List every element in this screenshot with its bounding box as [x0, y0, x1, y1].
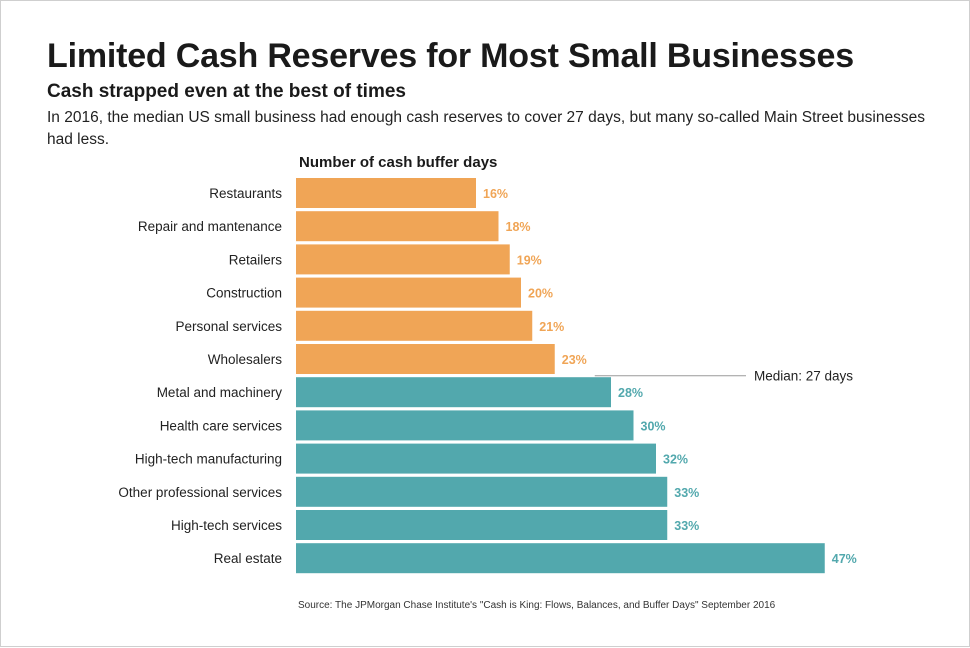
- bar: [296, 543, 825, 574]
- bar: [296, 443, 656, 474]
- category-label: High-tech services: [171, 518, 282, 533]
- value-label: 21%: [539, 320, 564, 334]
- category-label: Other professional services: [118, 485, 282, 500]
- value-label: 16%: [483, 187, 508, 201]
- value-label: 18%: [506, 220, 531, 234]
- axis-title: Number of cash buffer days: [299, 154, 498, 171]
- bar: [296, 244, 510, 275]
- category-label: Real estate: [214, 551, 282, 566]
- category-label: Construction: [206, 286, 282, 301]
- category-label: Wholesalers: [208, 352, 283, 367]
- value-label: 28%: [618, 386, 643, 400]
- chart-subtitle: Cash strapped even at the best of times: [47, 81, 406, 102]
- bar: [296, 510, 668, 540]
- value-label: 33%: [674, 519, 699, 533]
- value-label: 19%: [517, 253, 542, 267]
- category-label: High-tech manufacturing: [135, 452, 282, 467]
- value-label: 47%: [832, 552, 857, 566]
- category-label: Metal and machinery: [157, 385, 283, 400]
- bar: [296, 211, 499, 242]
- value-label: 30%: [641, 419, 666, 433]
- category-label: Retailers: [229, 252, 283, 267]
- bar: [296, 178, 476, 208]
- bar: [296, 310, 533, 341]
- category-label: Restaurants: [209, 186, 282, 201]
- bar: [296, 476, 668, 507]
- value-label: 32%: [663, 453, 688, 467]
- bar: [296, 410, 634, 441]
- chart-title: Limited Cash Reserves for Most Small Bus…: [47, 37, 854, 75]
- median-label: Median: 27 days: [754, 369, 853, 384]
- bar: [296, 277, 521, 308]
- category-label: Health care services: [160, 418, 283, 433]
- source-note: Source: The JPMorgan Chase Institute's "…: [298, 600, 776, 611]
- value-label: 20%: [528, 287, 553, 301]
- value-label: 33%: [674, 486, 699, 500]
- bar: [296, 377, 611, 408]
- bar: [296, 344, 555, 374]
- chart-description: In 2016, the median US small business ha…: [47, 109, 925, 148]
- category-label: Repair and mantenance: [138, 219, 282, 234]
- category-label: Personal services: [175, 319, 282, 334]
- value-label: 23%: [562, 353, 587, 367]
